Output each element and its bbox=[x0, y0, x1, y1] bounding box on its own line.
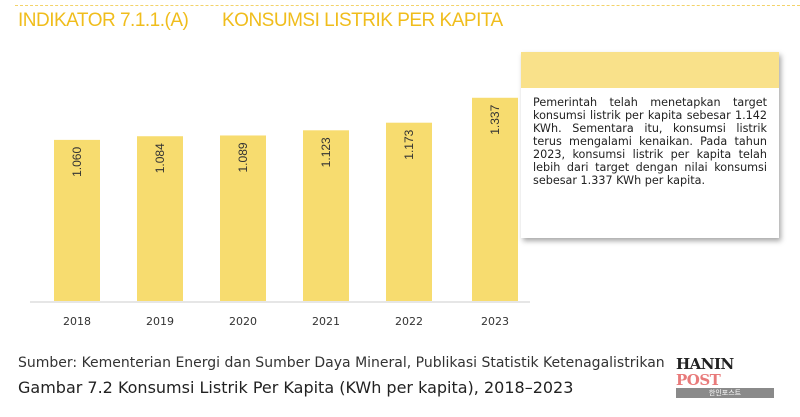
x-tick-label: 2022 bbox=[395, 315, 423, 328]
value-label: 1.084 bbox=[153, 143, 167, 173]
indicator-label: INDIKATOR 7.1.1.(A) bbox=[18, 10, 189, 31]
x-tick-label: 2018 bbox=[63, 315, 91, 328]
bar-2022 bbox=[386, 122, 432, 301]
x-tick-label: 2021 bbox=[312, 315, 340, 328]
watermark-logo: HANIN POST 한인포스트 bbox=[676, 356, 774, 398]
note-text: Pemerintah telah menetapkan target konsu… bbox=[533, 96, 767, 187]
bar-2021 bbox=[303, 130, 349, 301]
chart-header-title: KONSUMSI LISTRIK PER KAPITA bbox=[222, 10, 503, 31]
source-text: Sumber: Kementerian Energi dan Sumber Da… bbox=[18, 355, 665, 371]
x-tick-label: 2020 bbox=[229, 315, 257, 328]
value-label: 1.173 bbox=[402, 129, 416, 159]
bar-2019 bbox=[137, 136, 183, 301]
bar-2023 bbox=[472, 97, 518, 301]
value-label: 1.123 bbox=[319, 137, 333, 167]
value-label: 1.089 bbox=[236, 142, 250, 172]
value-label: 1.337 bbox=[488, 104, 502, 134]
bar-2018 bbox=[54, 139, 100, 301]
value-label: 1.060 bbox=[70, 147, 84, 177]
note-box: Pemerintah telah menetapkan target konsu… bbox=[521, 52, 779, 238]
bar-2020 bbox=[220, 135, 266, 301]
header-divider bbox=[15, 5, 800, 6]
x-tick-label: 2023 bbox=[481, 315, 509, 328]
x-tick-label: 2019 bbox=[146, 315, 174, 328]
note-box-header bbox=[521, 52, 779, 88]
figure-caption: Gambar 7.2 Konsumsi Listrik Per Kapita (… bbox=[18, 378, 574, 397]
